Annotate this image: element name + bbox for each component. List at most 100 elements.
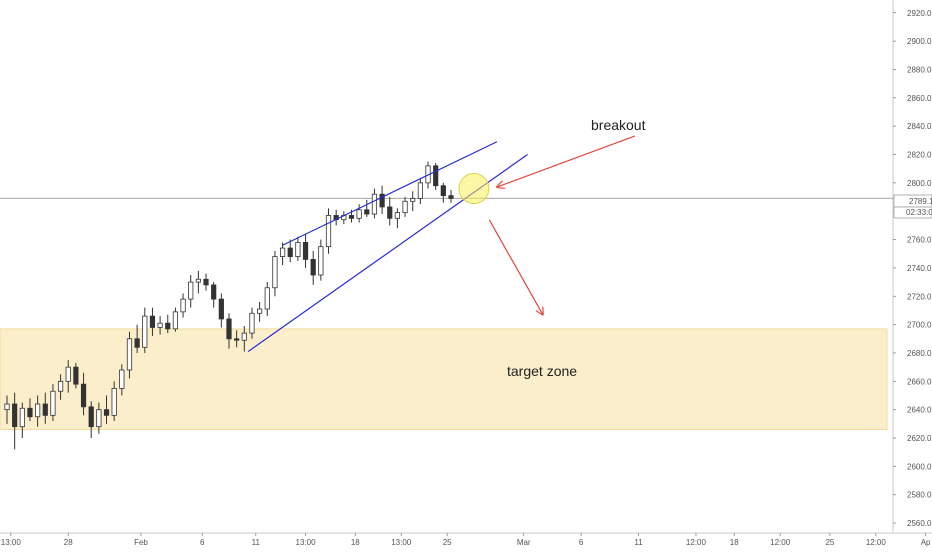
- candle-body: [272, 256, 278, 289]
- candle-body: [27, 407, 33, 418]
- candle: [119, 364, 125, 396]
- candle: [379, 185, 385, 215]
- x-tick-label: 12:00: [866, 538, 887, 547]
- candle: [433, 163, 439, 190]
- candle-body: [149, 315, 156, 328]
- y-tick-label: 2900.0: [907, 37, 932, 46]
- candle: [364, 199, 370, 217]
- candle: [234, 330, 240, 348]
- candle: [65, 360, 71, 393]
- x-tick-label: 25: [443, 538, 452, 547]
- y-tick-label: 2580.0: [907, 491, 932, 500]
- candle-body: [279, 247, 286, 257]
- candle: [410, 191, 416, 212]
- candle: [195, 270, 201, 294]
- candle: [211, 282, 217, 308]
- candle: [57, 374, 64, 400]
- candle: [73, 362, 79, 389]
- target-zone-label: target zone: [507, 363, 577, 379]
- candle: [4, 395, 10, 424]
- candle-body: [195, 278, 201, 283]
- candle: [12, 392, 18, 450]
- countdown-tag: [893, 206, 932, 219]
- candle: [27, 398, 33, 422]
- candle-body: [188, 281, 194, 300]
- candle-body: [394, 212, 401, 219]
- y-tick-label: 2880.0: [907, 65, 932, 74]
- candle: [188, 275, 194, 308]
- candle-body: [19, 407, 25, 428]
- y-tick-label: 2820.0: [907, 151, 932, 160]
- candle-body: [134, 338, 140, 348]
- candle: [440, 182, 446, 203]
- candle-body: [402, 200, 408, 214]
- candle: [103, 395, 110, 424]
- candle-body: [180, 298, 186, 313]
- x-tick-label: 18: [351, 538, 360, 547]
- x-tick-label: Ap: [921, 538, 931, 547]
- y-tick-label: 2800.0: [907, 179, 932, 188]
- candle-body: [257, 308, 263, 314]
- candle: [226, 313, 232, 349]
- candle: [149, 307, 156, 336]
- candle-body: [410, 198, 416, 202]
- candle: [287, 239, 293, 263]
- candle-body: [172, 311, 179, 330]
- y-tick-label: 2660.0: [907, 377, 932, 386]
- candle-body: [35, 403, 41, 418]
- y-tick-label: 2840.0: [907, 122, 932, 131]
- candle-body: [126, 338, 133, 371]
- x-tick-label: 12:00: [770, 538, 791, 547]
- candle-body: [264, 287, 270, 310]
- wedge-upper-line: [282, 141, 498, 246]
- candle: [19, 402, 25, 439]
- candle: [387, 197, 393, 226]
- candle-body: [348, 215, 355, 219]
- candle-body: [57, 380, 64, 392]
- candle: [180, 293, 186, 318]
- candle-body: [80, 383, 87, 408]
- y-tick-label: 2700.0: [907, 321, 932, 330]
- candle-body: [287, 247, 293, 257]
- candle: [310, 250, 316, 285]
- y-tick-label: 2620.0: [907, 434, 932, 443]
- x-tick-label: 11: [634, 538, 643, 547]
- x-tick-label: 28: [64, 538, 73, 547]
- x-tick-label: 6: [579, 538, 584, 547]
- y-tick-label: 2560.0: [907, 519, 932, 528]
- candle-body: [448, 195, 454, 199]
- candle-body: [4, 403, 10, 411]
- candle: [203, 273, 209, 291]
- candle-body: [211, 284, 217, 300]
- candle-body: [12, 403, 18, 428]
- candle-body: [295, 242, 301, 257]
- x-tick-label: 25: [825, 538, 834, 547]
- x-tick-label: 12:00: [686, 538, 707, 547]
- price-tag-value: 2789.1: [909, 197, 932, 206]
- x-tick-label: 13:00: [391, 538, 412, 547]
- y-tick-label: 2740.0: [907, 264, 932, 273]
- x-tick-label: 13:00: [1, 538, 22, 547]
- candle: [325, 208, 332, 254]
- candle: [295, 236, 301, 261]
- y-tick-label: 2680.0: [907, 349, 932, 358]
- candle-body: [364, 209, 370, 215]
- candle-body: [379, 193, 385, 208]
- candle: [35, 395, 41, 427]
- candle: [417, 178, 423, 205]
- candle-body: [50, 390, 56, 416]
- candle-body: [440, 185, 446, 197]
- candle-body: [165, 322, 171, 330]
- arrow-to-breakout: [497, 135, 635, 187]
- x-tick-label: 11: [252, 538, 261, 547]
- candle-body: [241, 332, 247, 341]
- candle: [333, 209, 339, 226]
- candle-body: [111, 388, 117, 416]
- candle-body: [318, 246, 324, 276]
- candle-body: [142, 315, 148, 348]
- arrow-to-target: [488, 219, 543, 315]
- x-tick-label: Mar: [517, 538, 531, 547]
- y-tick-label: 2640.0: [907, 406, 932, 415]
- candle: [341, 211, 347, 224]
